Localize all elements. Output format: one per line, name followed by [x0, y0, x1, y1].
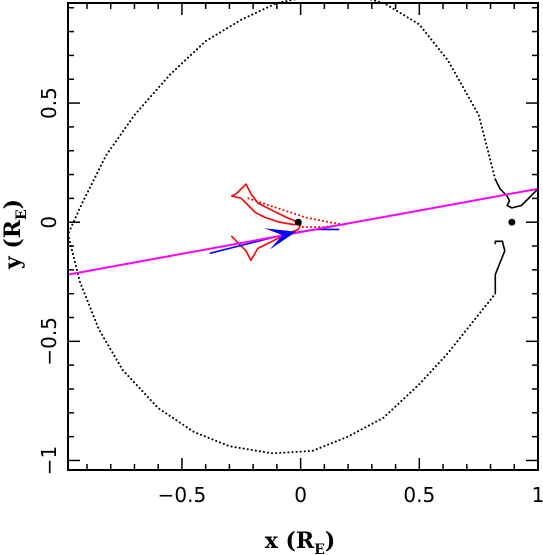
- axis-ticks: −0.5 0 0.5 1 −1 −0.5 0 0.5: [37, 3, 543, 507]
- series-6-line: [209, 228, 340, 254]
- y-axis-title: y (RE): [0, 199, 30, 270]
- series-1-line: [67, 233, 497, 455]
- x-tick-label: −0.5: [158, 483, 207, 507]
- point-marker-1: [294, 218, 302, 226]
- series-0-line: [67, 0, 497, 236]
- y-tick-label: −1: [37, 446, 61, 475]
- y-tick-label: 0.5: [37, 87, 61, 119]
- x-tick-label: 0: [294, 483, 307, 507]
- series-3-line: [494, 240, 506, 295]
- series-4-line: [231, 183, 302, 262]
- plot-frame: [67, 2, 539, 471]
- series-2-line: [494, 178, 539, 209]
- y-tick-label: 0: [37, 216, 61, 229]
- x-tick-label: 1: [532, 483, 543, 507]
- y-tick-label: −0.5: [37, 317, 61, 366]
- series-7-line: [67, 187, 539, 276]
- x-tick-label: 0.5: [403, 483, 435, 507]
- direction-arrow: [264, 228, 297, 250]
- chart-marks: [67, 0, 539, 455]
- point-marker-0: [508, 218, 516, 226]
- x-axis-title: x (RE): [265, 528, 336, 555]
